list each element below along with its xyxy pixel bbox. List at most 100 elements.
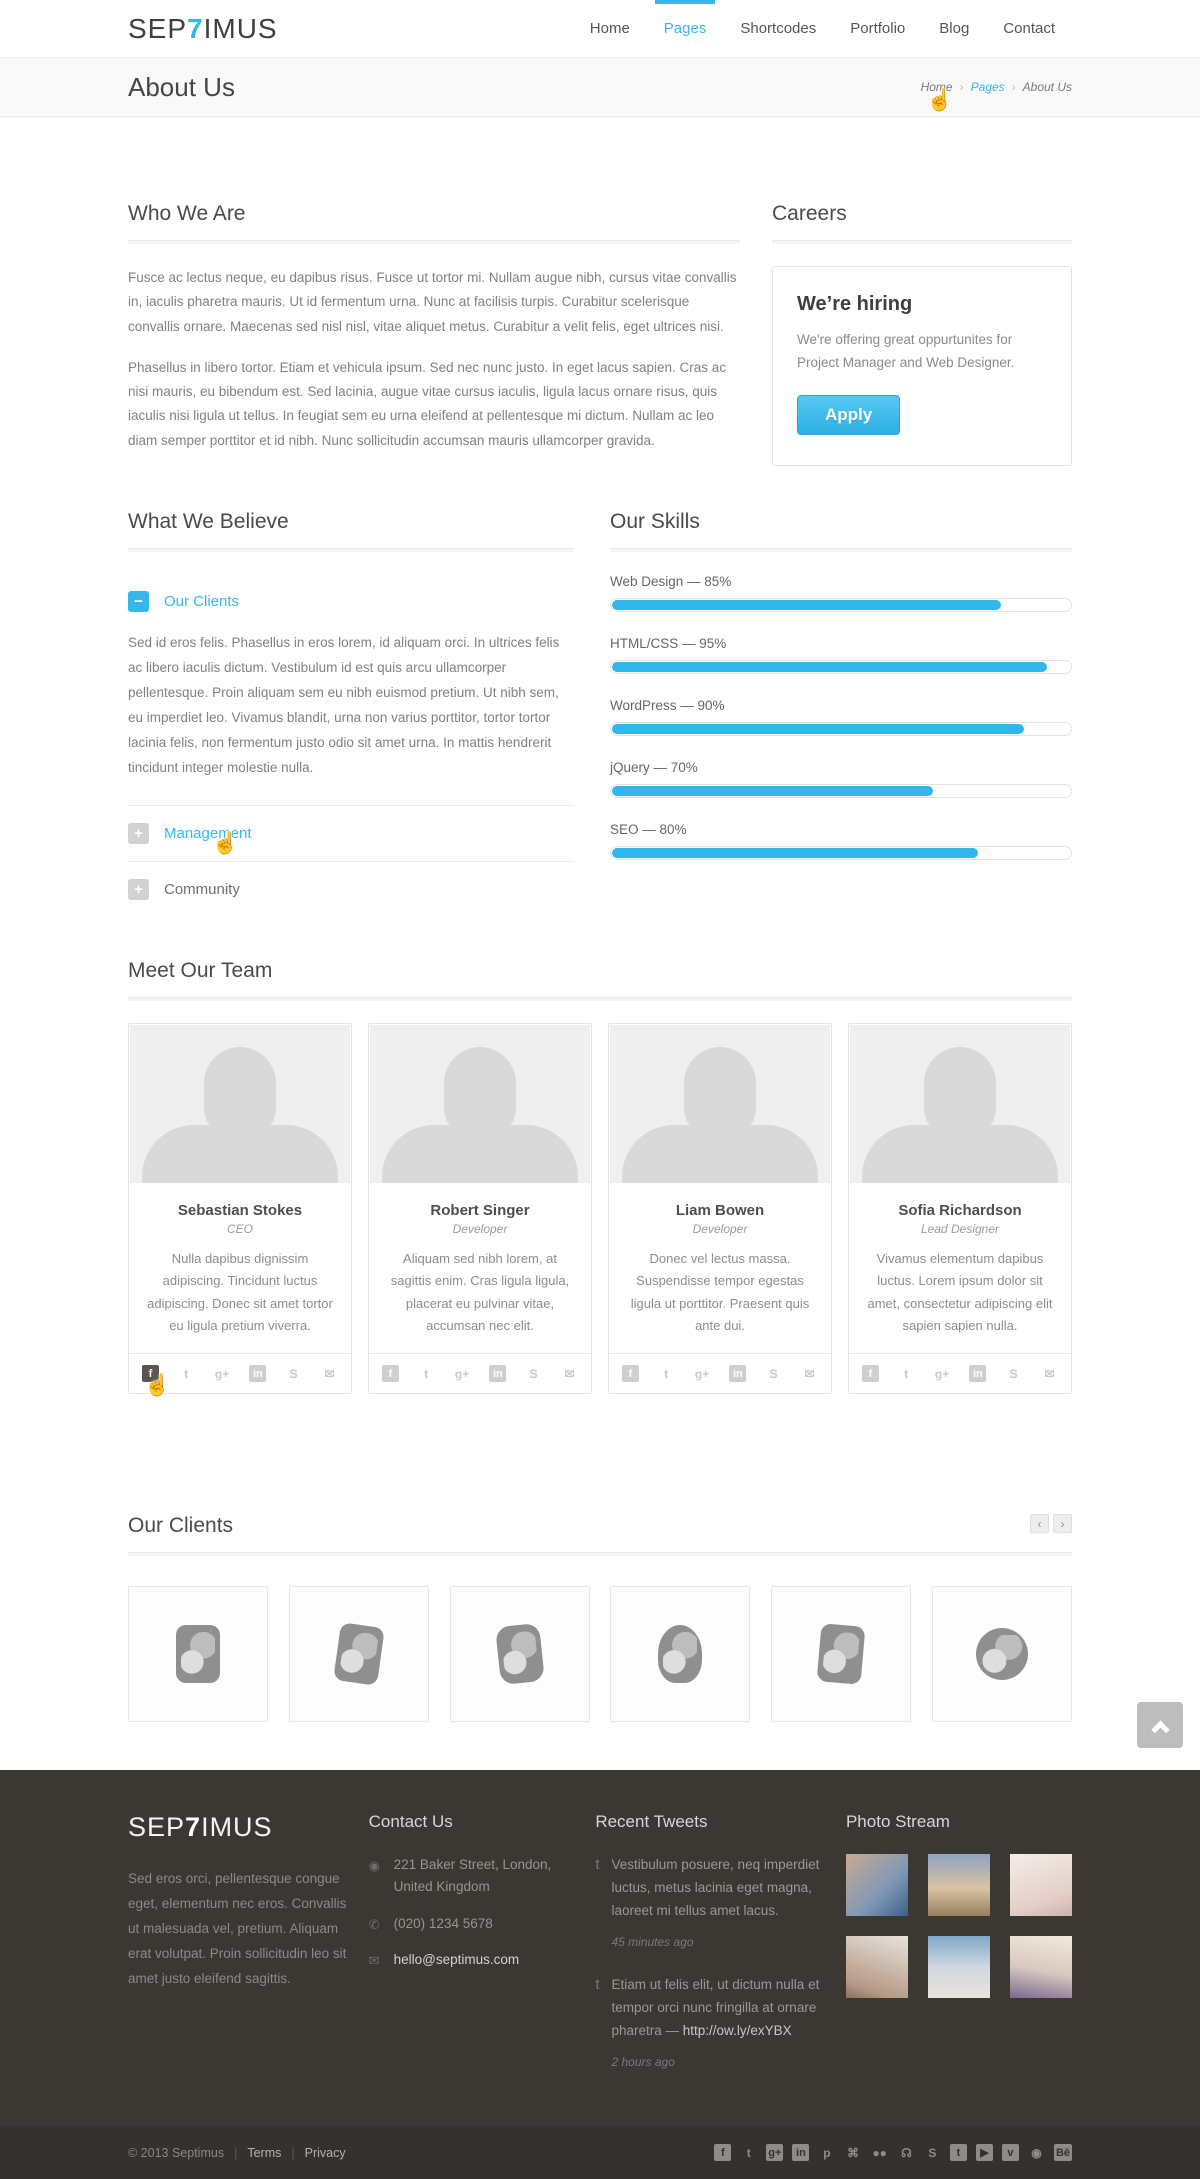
breadcrumb-home-link[interactable]: Home ☝ xyxy=(921,80,953,111)
nav-item-blog[interactable]: Blog xyxy=(939,20,970,37)
linkedin-icon[interactable]: in xyxy=(249,1365,267,1383)
accordion-label[interactable]: Management ☝ xyxy=(164,825,252,854)
footer-contact-heading: Contact Us xyxy=(368,1812,453,1831)
photo-thumbnail[interactable] xyxy=(1009,1854,1072,1916)
contact-email-link[interactable]: hello@septimus.com xyxy=(393,1951,520,1967)
team-member-name: Liam Bowen xyxy=(675,1201,765,1219)
team-member-role: Lead Designer xyxy=(920,1221,1000,1236)
plus-icon[interactable]: + xyxy=(128,822,149,844)
photo-thumbnail[interactable] xyxy=(1009,1936,1072,1998)
breadcrumb-separator-icon: › xyxy=(959,80,964,94)
tweet-timestamp: 2 hours ago xyxy=(611,2055,675,2070)
minus-icon[interactable]: − xyxy=(128,591,149,613)
email-icon[interactable]: ✉ xyxy=(804,1366,815,1381)
progress-bar-track xyxy=(610,660,1072,675)
twitter-icon[interactable]: t xyxy=(424,1366,429,1381)
photo-thumbnail[interactable] xyxy=(927,1936,990,1998)
linkedin-icon[interactable]: in xyxy=(489,1365,507,1383)
who-we-are-heading: Who We Are xyxy=(128,202,740,240)
google-plus-icon[interactable]: g+ xyxy=(454,1366,470,1381)
accordion-label[interactable]: Our Clients xyxy=(164,593,240,611)
youtube-icon[interactable]: ▶ xyxy=(975,2144,993,2161)
skill-label: Web Design — 85% xyxy=(610,574,732,590)
nav-item-portfolio[interactable]: Portfolio xyxy=(850,20,906,37)
client-logo xyxy=(931,1586,1072,1723)
accordion-toggle-management[interactable]: + Management ☝ xyxy=(128,804,574,861)
skype-icon[interactable]: S xyxy=(529,1366,538,1381)
google-plus-icon[interactable]: g+ xyxy=(766,2144,784,2161)
vimeo-icon[interactable]: v xyxy=(1001,2144,1019,2161)
linkedin-icon[interactable]: in xyxy=(969,1365,987,1383)
nav-item-pages[interactable]: Pages xyxy=(647,0,724,58)
nav-item-home[interactable]: Home xyxy=(589,20,630,37)
plus-icon[interactable]: + xyxy=(128,878,149,900)
tumblr-icon[interactable]: t xyxy=(949,2144,967,2161)
tweet-link[interactable]: http://ow.ly/exYBX xyxy=(682,2023,792,2039)
terms-link[interactable]: Terms xyxy=(247,2145,282,2160)
github-icon[interactable]: ⌘ xyxy=(846,2145,859,2160)
avatar xyxy=(610,1024,830,1183)
team-card: Sebastian Stokes CEO Nulla dapibus digni… xyxy=(128,1022,352,1396)
accordion-toggle-community[interactable]: + Community xyxy=(128,860,574,917)
accordion-label[interactable]: Community xyxy=(164,880,240,898)
twitter-icon[interactable]: t xyxy=(746,2145,751,2160)
email-icon[interactable]: ✉ xyxy=(564,1366,575,1381)
twitter-icon[interactable]: t xyxy=(904,1366,909,1381)
linkedin-icon[interactable]: in xyxy=(792,2144,810,2161)
contact-phone-item: ✆ (020) 1234 5678 xyxy=(369,1913,581,1935)
accordion-toggle-our-clients[interactable]: − Our Clients xyxy=(128,574,574,629)
scroll-to-top-button[interactable] xyxy=(1137,1702,1183,1748)
google-plus-icon[interactable]: g+ xyxy=(214,1366,230,1381)
skill-label: WordPress — 90% xyxy=(610,698,725,714)
main-nav: Home Pages Shortcodes Portfolio Blog Con… xyxy=(573,0,1072,58)
photo-thumbnail[interactable] xyxy=(845,1854,908,1916)
footer-logo-suffix: IMUS xyxy=(201,1812,273,1842)
breadcrumb-pages-link[interactable]: Pages xyxy=(970,80,1005,94)
team-member-name: Robert Singer xyxy=(430,1201,530,1219)
progress-bar-fill xyxy=(612,786,933,797)
linkedin-icon[interactable]: in xyxy=(729,1365,747,1383)
twitter-icon[interactable]: t xyxy=(184,1366,189,1381)
contact-phone: (020) 1234 5678 xyxy=(393,1915,493,1931)
team-social-row: f t g+ in S ✉ xyxy=(849,1353,1071,1393)
flickr-icon[interactable]: ●● xyxy=(872,2145,887,2160)
skype-icon[interactable]: S xyxy=(289,1366,298,1381)
nav-item-shortcodes[interactable]: Shortcodes xyxy=(740,20,817,37)
skype-icon[interactable]: S xyxy=(928,2145,937,2160)
apply-button[interactable]: Apply xyxy=(797,394,901,435)
team-section: Meet Our Team Sebastian Stokes CEO Nulla… xyxy=(128,959,1072,1396)
facebook-icon[interactable]: f xyxy=(862,1365,879,1383)
google-plus-icon[interactable]: g+ xyxy=(694,1366,710,1381)
email-icon[interactable]: ✉ xyxy=(324,1366,335,1381)
privacy-link[interactable]: Privacy xyxy=(304,2145,346,2160)
facebook-icon[interactable]: f xyxy=(622,1365,639,1383)
page-title: About Us xyxy=(128,71,235,102)
site-footer: SEP7IMUS Sed eros orci, pellentesque con… xyxy=(0,1770,1200,2126)
footer-about-column: SEP7IMUS Sed eros orci, pellentesque con… xyxy=(128,1812,354,2094)
carousel-next-button[interactable]: › xyxy=(1053,1514,1072,1534)
skype-icon[interactable]: S xyxy=(1009,1366,1018,1381)
team-member-bio: Donec vel lectus massa. Suspendisse temp… xyxy=(630,1250,810,1333)
nav-item-contact[interactable]: Contact xyxy=(1003,20,1055,37)
rss-icon[interactable]: ☊ xyxy=(901,2145,912,2160)
photo-thumbnail[interactable] xyxy=(927,1854,990,1916)
google-plus-icon[interactable]: g+ xyxy=(934,1366,950,1381)
team-member-name: Sebastian Stokes xyxy=(177,1201,303,1219)
footer-tweets-heading: Recent Tweets xyxy=(595,1812,708,1831)
footer-social-row: f t g+ in p ⌘ ●● ☊ S t ▶ v ◉ Bē xyxy=(714,2144,1072,2161)
email-icon[interactable]: ✉ xyxy=(1044,1366,1055,1381)
twitter-icon[interactable]: t xyxy=(664,1366,669,1381)
footer-photos-heading: Photo Stream xyxy=(845,1812,950,1831)
client-logo xyxy=(449,1586,590,1723)
facebook-icon[interactable]: f ☝ xyxy=(142,1365,170,1396)
dribbble-icon[interactable]: ◉ xyxy=(1031,2145,1042,2160)
facebook-icon[interactable]: f xyxy=(714,2144,732,2161)
site-logo[interactable]: SEP7IMUS xyxy=(128,13,278,45)
carousel-prev-button[interactable]: ‹ xyxy=(1030,1514,1049,1534)
photo-thumbnail[interactable] xyxy=(845,1936,908,1998)
separator: | xyxy=(234,2145,238,2160)
behance-icon[interactable]: Bē xyxy=(1053,2144,1072,2161)
facebook-icon[interactable]: f xyxy=(382,1365,399,1383)
pinterest-icon[interactable]: p xyxy=(823,2145,831,2160)
skype-icon[interactable]: S xyxy=(769,1366,778,1381)
